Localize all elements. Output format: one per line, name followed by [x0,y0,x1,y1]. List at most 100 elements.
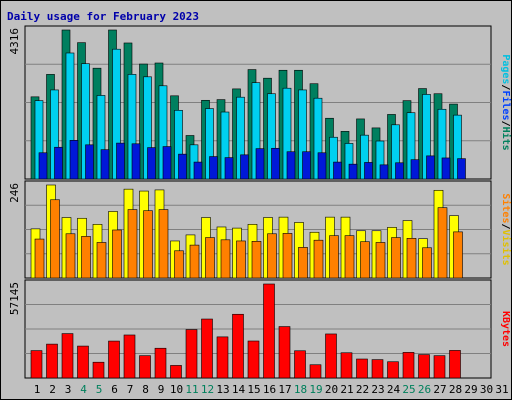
x-tick-label-day-6: 6 [111,383,118,396]
kb-bar-kbytes-day-6 [108,340,120,379]
label-sep: / [500,121,511,127]
x-tick-label-day-12: 12 [201,383,214,396]
x-tick-label-day-10: 10 [170,383,183,396]
vs-bar-sites-day-24 [391,237,401,279]
x-tick-label-day-16: 16 [263,383,276,396]
hfp-bar-pages-day-22 [364,162,373,180]
vs-bar-sites-day-10 [174,250,184,279]
kb-bar-kbytes-day-15 [247,340,260,379]
vs-bar-sites-day-6 [112,229,122,279]
kb-bar-kbytes-day-22 [356,358,368,379]
x-tick-label-day-11: 11 [185,383,198,396]
hfp-bar-pages-day-16 [271,147,280,180]
kb-bar-kbytes-day-14 [232,313,244,379]
vs-bar-sites-day-3 [65,233,76,279]
x-tick-label-day-4: 4 [80,383,87,396]
hfp-bar-pages-day-28 [457,158,466,180]
kb-bar-kbytes-day-26 [418,354,430,379]
kb-bar-kbytes-day-8 [139,355,151,379]
vs-bar-sites-day-5 [96,242,107,279]
vs-bar-sites-day-11 [189,244,200,279]
hfp-bar-pages-day-7 [131,143,141,180]
label-hits: Hits [500,127,512,151]
kb-bar-kbytes-day-9 [154,347,167,379]
kb-bar-kbytes-day-25 [402,352,415,379]
kb-bar-kbytes-day-11 [185,329,198,379]
vs-bar-sites-day-20 [329,235,339,279]
hfp-bar-pages-day-18 [302,151,311,180]
hfp-bar-pages-day-23 [379,164,389,180]
x-tick-label-day-23: 23 [371,383,384,396]
hfp-bar-pages-day-21 [348,163,358,180]
x-tick-label-day-3: 3 [65,383,72,396]
vs-bar-sites-day-1 [34,238,45,279]
side-label-visits-sites: Sites/Visits [500,193,512,265]
hfp-bar-pages-day-1 [38,152,48,180]
vs-bar-sites-day-4 [81,236,91,279]
hfp-bar-pages-day-20 [333,161,342,180]
kb-bar-kbytes-day-18 [294,350,306,379]
vs-ymax-label: 246 [8,183,21,203]
hfp-bar-pages-day-10 [178,153,187,180]
hfp-bar-pages-day-6 [116,142,125,180]
vs-bar-sites-day-18 [298,247,308,279]
x-tick-label-day-7: 7 [127,383,134,396]
x-tick-label-day-30: 30 [480,383,493,396]
kb-bar-kbytes-day-2 [46,343,58,379]
hfp-bar-pages-day-24 [395,162,404,180]
kb-ymax-label: 57145 [8,282,21,315]
vs-bar-sites-day-19 [313,239,324,279]
label-kbytes: KBytes [500,311,511,347]
x-tick-label-day-5: 5 [96,383,103,396]
vs-bar-sites-day-17 [282,233,293,279]
hfp-bar-pages-day-17 [286,151,296,180]
x-tick-label-day-17: 17 [278,383,291,396]
hfp-bar-pages-day-9 [162,146,172,180]
vs-bar-sites-day-12 [205,237,215,279]
vs-bar-sites-day-27 [437,207,448,279]
hfp-bar-pages-day-19 [317,152,327,180]
kb-bar-kbytes-day-13 [216,336,229,379]
x-tick-label-day-28: 28 [449,383,462,396]
x-tick-label-day-25: 25 [402,383,415,396]
x-tick-label-day-27: 27 [433,383,446,396]
x-tick-label-day-26: 26 [418,383,431,396]
vs-bar-sites-day-7 [127,209,138,279]
kb-bar-kbytes-day-7 [123,334,136,379]
kb-bar-kbytes-day-23 [371,359,384,379]
label-visits: Visits [500,230,512,266]
vs-bar-sites-day-14 [236,240,246,279]
x-tick-label-day-22: 22 [356,383,369,396]
label-sep: / [500,223,511,229]
vs-bar-sites-day-26 [422,247,432,279]
x-tick-label-day-21: 21 [340,383,353,396]
hfp-bar-pages-day-15 [255,148,265,180]
kb-bar-kbytes-day-24 [387,361,399,379]
kb-bar-kbytes-day-19 [309,364,322,379]
x-tick-label-day-13: 13 [216,383,229,396]
x-tick-label-day-29: 29 [464,383,477,396]
vs-bar-sites-day-2 [50,199,60,279]
side-label-hits-files-pages: Pages/Files/Hits [500,54,512,150]
kb-bar-kbytes-day-12 [201,318,213,379]
kb-bar-kbytes-day-17 [278,326,291,379]
kb-bar-kbytes-day-10 [170,365,182,379]
x-tick-label-day-19: 19 [309,383,322,396]
x-tick-label-day-20: 20 [325,383,338,396]
x-tick-label-day-15: 15 [247,383,260,396]
vs-bar-sites-day-13 [220,239,231,279]
vs-bar-sites-day-8 [143,210,153,279]
kb-bar-kbytes-day-21 [340,352,353,379]
hfp-bar-pages-day-13 [224,157,234,180]
hfp-bar-pages-day-27 [441,157,451,180]
x-tick-label-day-14: 14 [232,383,246,396]
vs-bar-sites-day-23 [375,242,386,279]
vs-bar-sites-day-21 [344,235,355,279]
vs-bar-sites-day-22 [360,241,370,279]
hfp-bar-pages-day-2 [54,146,63,180]
label-sites: Sites [500,193,512,223]
vs-bar-sites-day-9 [158,209,169,279]
hfp-bar-pages-day-26 [426,155,435,180]
kb-bar-kbytes-day-28 [449,350,461,379]
